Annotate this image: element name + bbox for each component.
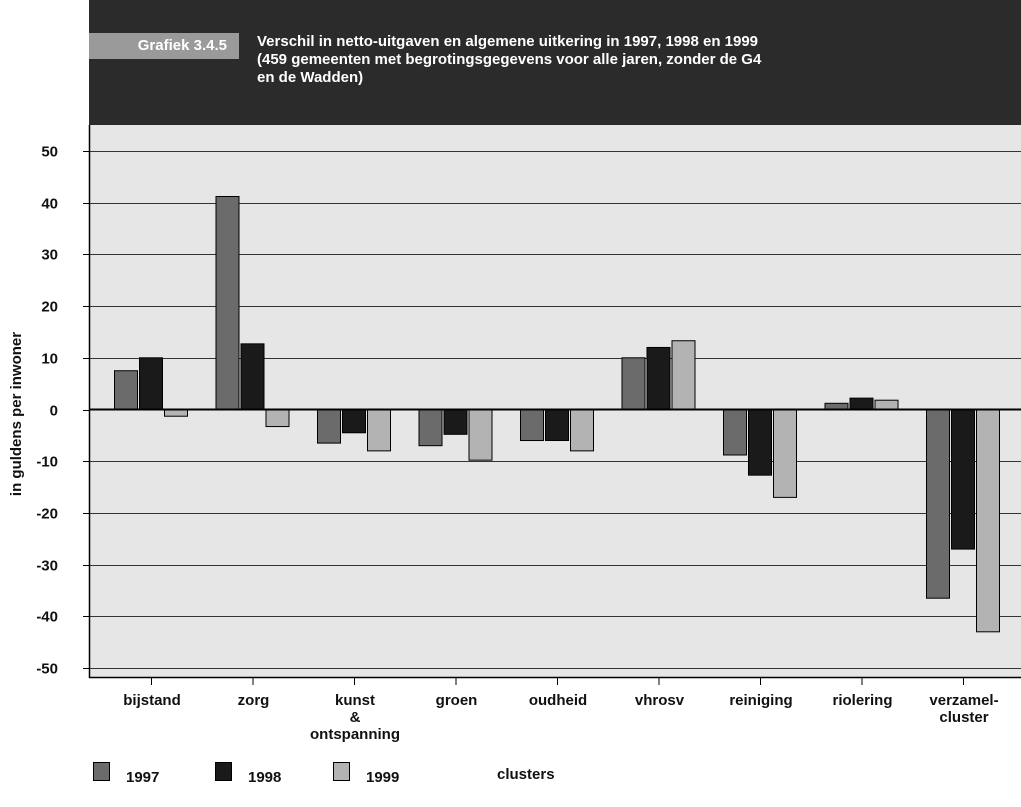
bar-1999-0	[164, 409, 188, 417]
x-tick-label: verzamel-cluster	[929, 692, 998, 726]
chart-title-line-3: en de Wadden)	[257, 69, 364, 86]
y-tick-label: -20	[36, 506, 58, 523]
bar-1999-3	[468, 409, 493, 461]
y-tick-label: -40	[36, 609, 58, 626]
x-tick-label: kunst & ontspanning	[310, 692, 400, 743]
y-tick-label: 20	[41, 299, 58, 316]
bar-1999-7	[874, 399, 899, 410]
y-tick-label: 0	[50, 403, 58, 420]
y-tick-label: -10	[36, 454, 58, 471]
bar-1998-7	[849, 397, 874, 411]
bar-1998-1	[240, 343, 265, 410]
bar-1999-5	[671, 340, 696, 411]
x-tick-label: oudheid	[529, 692, 587, 709]
bar-1998-6	[748, 409, 772, 476]
figure-label: Grafiek 3.4.5	[89, 33, 239, 59]
bar-1999-4	[570, 409, 594, 452]
bar-1997-1	[215, 195, 240, 410]
bar-1998-4	[545, 409, 569, 442]
y-tick-label: 10	[41, 351, 58, 368]
x-tick-label: bijstand	[123, 692, 181, 709]
y-tick-label: 40	[41, 196, 58, 213]
bar-1998-2	[342, 409, 366, 434]
bar-1997-6	[723, 409, 747, 456]
chart-title: Verschil in netto-uitgaven en algemene u…	[257, 33, 957, 87]
chart-title-line-1: Verschil in netto-uitgaven en algemene u…	[257, 33, 759, 50]
y-tick-label: 30	[41, 247, 58, 264]
x-tick-label: riolering	[832, 692, 892, 709]
bar-1999-1	[265, 409, 290, 428]
y-axis-title: in guldens per inwoner	[8, 332, 25, 496]
bar-1999-2	[367, 409, 391, 452]
bar-1998-8	[951, 409, 975, 550]
y-tick-label: -50	[36, 661, 58, 678]
x-tick-label: zorg	[238, 692, 270, 709]
bar-1999-8	[976, 409, 1000, 633]
chart-title-line-2: (459 gemeenten met begrotingsgegevens vo…	[257, 51, 762, 68]
x-tick-label: vhrosv	[635, 692, 685, 709]
bar-1999-6	[773, 409, 797, 498]
gridlines	[89, 151, 1021, 669]
bar-1997-3	[418, 409, 443, 447]
bar-1998-5	[646, 346, 671, 410]
bar-1997-4	[520, 409, 544, 442]
bar-1997-0	[114, 370, 138, 411]
axes	[83, 125, 1021, 685]
bar-1998-3	[443, 409, 468, 435]
y-tick-label: -30	[36, 558, 58, 575]
tick-labels: 50 40 30 20 10 0 -10 -20 -30 -40 -50 bijstand zorg ku…	[8, 144, 999, 744]
chart-header: Grafiek 3.4.5 Verschil in netto-uitgaven…	[89, 0, 1021, 125]
bar-1997-2	[317, 409, 341, 444]
x-tick-label: groen	[436, 692, 478, 709]
bar-1997-8	[926, 409, 950, 599]
x-tick-label: reiniging	[729, 692, 792, 709]
bar-1997-5	[621, 357, 646, 410]
bar-1998-0	[139, 357, 163, 410]
bars	[114, 195, 1000, 633]
y-tick-label: 50	[41, 144, 58, 161]
